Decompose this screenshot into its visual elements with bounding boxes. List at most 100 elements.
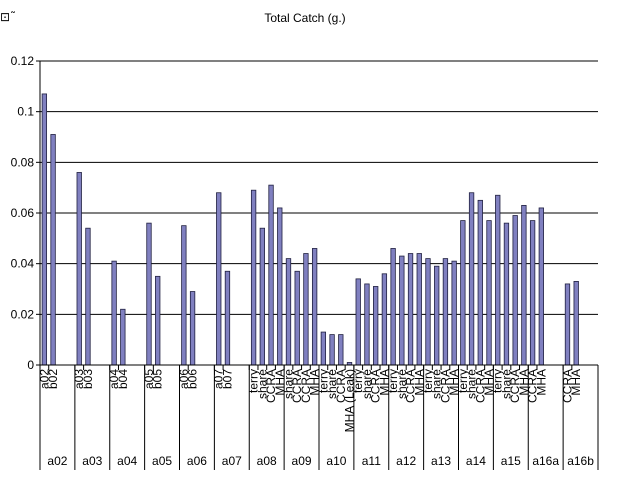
bar-a13-3 xyxy=(442,258,449,366)
category-label: share xyxy=(325,369,339,399)
category-label: CCRA xyxy=(508,369,522,403)
category-label: share xyxy=(465,369,479,399)
bar-a15-4 xyxy=(521,204,527,366)
category-label: b04 xyxy=(116,369,130,389)
bar-a16a-2 xyxy=(538,207,544,366)
group-label: a11 xyxy=(362,454,381,468)
bar-a06-1 xyxy=(181,225,187,366)
category-label: a06 xyxy=(177,369,191,389)
bar-a13-2 xyxy=(434,265,440,366)
bar-a15-1 xyxy=(495,194,501,366)
category-label: MHA xyxy=(482,369,496,396)
y-tick-label: 0.12 xyxy=(11,54,35,68)
y-tick-label: 0 xyxy=(27,358,34,372)
bar-a14-2 xyxy=(468,192,475,366)
category-label: a04 xyxy=(107,369,121,389)
group-label: a16b xyxy=(567,454,594,468)
bar-a12-2 xyxy=(399,255,405,366)
category-label: MHA xyxy=(377,369,391,396)
category-label: share xyxy=(499,369,513,399)
bar-a09-4 xyxy=(311,248,318,366)
bar-a08-1 xyxy=(250,189,257,366)
category-label: share xyxy=(255,369,269,399)
category-label: terry xyxy=(247,369,261,393)
bar-a08-3 xyxy=(268,184,274,366)
group-label: a02 xyxy=(47,454,67,468)
y-tick-label: 0.06 xyxy=(11,206,35,220)
group-label: a09 xyxy=(292,454,312,468)
bar-a09-1 xyxy=(285,258,292,366)
bar-a04-2 xyxy=(120,308,126,366)
group-label: a05 xyxy=(152,454,172,468)
bar-a08-4 xyxy=(277,207,283,366)
category-label: share xyxy=(430,369,444,399)
category-label: b07 xyxy=(220,369,234,389)
bar-a10-1 xyxy=(320,331,327,366)
category-label: MHA xyxy=(517,369,531,396)
category-label: CCRA xyxy=(369,369,383,403)
category-label: b02 xyxy=(46,369,60,389)
bar-a07-1 xyxy=(216,192,222,366)
category-label: a05 xyxy=(142,369,156,389)
bar-a02-1 xyxy=(41,93,48,366)
bar-a09-3 xyxy=(303,253,309,366)
group-label: a08 xyxy=(257,454,277,468)
category-label: terry xyxy=(351,369,365,393)
bar-a16b-2 xyxy=(573,280,579,366)
group-label: a13 xyxy=(431,454,451,468)
bar-a13-4 xyxy=(451,260,457,366)
y-axis: 0 0.02 0.04 0.06 0.08 0.1 0.12 xyxy=(11,54,41,372)
category-label: CCRA xyxy=(473,369,487,403)
chart-title: Total Catch (g.) xyxy=(264,11,345,25)
category-label: MHA xyxy=(569,369,583,396)
bar-a12-1 xyxy=(390,248,396,366)
group-label: a03 xyxy=(82,454,102,468)
category-label: terry xyxy=(386,369,400,393)
bar-a11-1 xyxy=(355,278,361,366)
x-axis: a02b02a02a03b03a03a04b04a04a05b05a05a06b… xyxy=(37,364,599,470)
bar-a02-2 xyxy=(50,134,56,366)
bar-a07-2 xyxy=(224,270,231,366)
bar-a10-3 xyxy=(338,334,344,366)
category-label: MHA xyxy=(412,369,426,396)
bar-a12-4 xyxy=(416,253,422,366)
category-label: a07 xyxy=(212,369,226,389)
category-label: terry xyxy=(421,369,435,393)
category-label: b05 xyxy=(151,369,165,389)
category-label: MHA (Leak) xyxy=(343,369,357,432)
group-label: a07 xyxy=(222,454,242,468)
bar-a08-2 xyxy=(259,227,265,366)
y-tick-label: 0.1 xyxy=(17,105,34,119)
bar-a04-1 xyxy=(111,260,117,366)
category-label: CCRA xyxy=(290,369,304,403)
bar-a11-2 xyxy=(364,283,370,366)
bar-a05-2 xyxy=(155,275,161,366)
group-label: a15 xyxy=(501,454,521,468)
category-label: CCRA xyxy=(299,369,313,403)
category-label: share xyxy=(395,369,409,399)
category-label: a03 xyxy=(72,369,86,389)
category-label: MHA xyxy=(273,369,287,396)
category-label: share xyxy=(360,369,374,399)
bar-a06-2 xyxy=(189,291,196,366)
category-label: CCRA xyxy=(404,369,418,403)
bar-a14-4 xyxy=(486,220,492,366)
y-tick-label: 0.08 xyxy=(11,155,35,169)
group-label: a14 xyxy=(466,454,486,468)
group-label: a04 xyxy=(117,454,137,468)
category-label: terry xyxy=(456,369,470,393)
y-tick-label: 0.04 xyxy=(11,257,35,271)
corner-glyph: ⊡˜ xyxy=(0,10,17,24)
group-label: a06 xyxy=(187,454,207,468)
group-label: a10 xyxy=(326,454,346,468)
bar-a10-2 xyxy=(329,334,335,366)
category-label: b06 xyxy=(186,369,200,389)
bar-a16b-1 xyxy=(564,283,571,366)
category-label: CCRA xyxy=(438,369,452,403)
group-label: a16a xyxy=(532,454,559,468)
category-label: b03 xyxy=(81,369,95,389)
bars xyxy=(41,93,579,366)
bar-a12-3 xyxy=(407,253,414,366)
category-label: CCRA xyxy=(560,369,574,403)
